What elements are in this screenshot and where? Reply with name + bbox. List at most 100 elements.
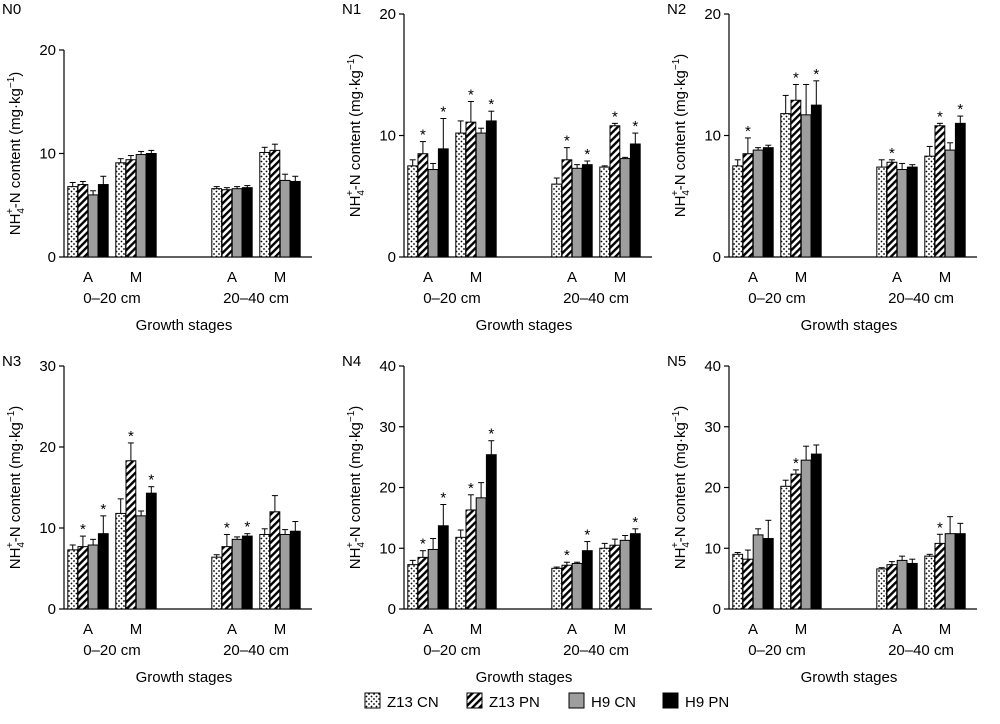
bar <box>561 159 573 258</box>
y-tick-label: 10 <box>379 540 396 557</box>
y-axis-label-part: + <box>670 190 681 196</box>
y-axis-label-part: ) <box>672 406 689 411</box>
bar <box>211 556 223 610</box>
bar <box>896 559 908 610</box>
y-tick-label: 10 <box>379 128 396 145</box>
y-axis-label-part: ) <box>347 406 364 411</box>
y-tick-label: 20 <box>39 42 56 59</box>
y-tick-label: 10 <box>704 128 721 145</box>
significance-star: * <box>564 547 570 564</box>
y-tick-label: 30 <box>379 419 396 436</box>
chart-panel: N0 0 10 20 NH4+-N content (mg·kg−1) A M A M 0–20 … <box>2 1 312 334</box>
y-axis-label-part: ) <box>7 406 24 411</box>
x-group-label: 20–40 cm <box>223 290 289 307</box>
bar <box>752 149 764 258</box>
y-axis-label: NH4+-N content (mg·kg−1) <box>5 72 27 236</box>
bar <box>810 453 822 610</box>
bar <box>77 184 89 258</box>
y-tick-label: 10 <box>39 146 56 163</box>
y-tick-label: 20 <box>39 439 56 456</box>
legend: Z13 CN Z13 PN H9 CN H9 PN <box>364 692 729 711</box>
x-category-label: M <box>470 621 483 638</box>
bar <box>790 99 802 258</box>
y-axis-label: NH4+-N content (mg·kg−1) <box>5 406 27 570</box>
bar <box>581 164 593 258</box>
bar <box>780 485 792 610</box>
y-axis-label-part: −1 <box>671 410 682 422</box>
y-axis-label-part: ) <box>347 54 364 59</box>
bar <box>67 549 79 610</box>
y-axis-label-part: -N content (mg·kg <box>672 422 689 542</box>
x-axis-label: Growth stages <box>136 669 233 686</box>
bar <box>289 180 301 258</box>
panel-title: N3 <box>2 353 21 370</box>
significance-star: * <box>957 101 963 118</box>
bar <box>609 125 621 258</box>
y-tick-label: 20 <box>379 6 396 23</box>
significance-star: * <box>612 108 618 125</box>
x-category-label: A <box>423 269 433 286</box>
bar <box>886 161 898 258</box>
y-tick-label: 0 <box>48 601 56 618</box>
bar <box>800 459 812 610</box>
y-tick-label: 0 <box>713 249 721 266</box>
y-axis-label: NH4+-N content (mg·kg−1) <box>670 406 692 570</box>
bar <box>906 166 918 258</box>
y-axis-label-part: 4 <box>681 190 692 196</box>
bar <box>125 460 137 610</box>
y-axis-label-part: 4 <box>16 208 27 214</box>
legend-swatch-z13-pn <box>466 692 483 709</box>
bar <box>437 148 449 258</box>
legend-item: Z13 CN <box>364 692 439 711</box>
x-category-label: A <box>567 621 577 638</box>
y-tick-label: 20 <box>704 480 721 497</box>
y-axis-label: NH4+-N content (mg·kg−1) <box>345 54 367 218</box>
bar <box>407 165 419 258</box>
bar <box>780 113 792 258</box>
x-axis-label: Growth stages <box>801 669 898 686</box>
bar <box>115 512 127 610</box>
x-category-label: A <box>423 621 433 638</box>
x-axis-label: Growth stages <box>476 317 573 334</box>
y-axis-label-part: + <box>5 542 16 548</box>
bar <box>886 564 898 610</box>
y-axis-label-part: ) <box>7 72 24 77</box>
y-axis-label: NH4+-N content (mg·kg−1) <box>345 406 367 570</box>
significance-star: * <box>632 514 638 531</box>
bar <box>135 154 147 258</box>
significance-star: * <box>564 133 570 150</box>
legend-item: Z13 PN <box>466 692 540 711</box>
bar <box>762 147 774 258</box>
chart-panel: N1 0 10 20 NH4+-N content (mg·kg−1) * * * * * * * * A… <box>342 1 652 334</box>
y-axis-label-part: −1 <box>346 410 357 422</box>
significance-star: * <box>793 455 799 472</box>
significance-star: * <box>632 118 638 135</box>
bar <box>475 132 487 258</box>
bar <box>571 167 583 258</box>
y-axis-label-part: 4 <box>16 542 27 548</box>
bar <box>629 533 641 610</box>
bar <box>427 548 439 610</box>
y-tick-label: 30 <box>39 358 56 375</box>
bar <box>269 149 281 258</box>
y-axis-label-part: -N content (mg·kg <box>7 422 24 542</box>
bar <box>87 194 99 258</box>
x-axis-label: Growth stages <box>801 317 898 334</box>
y-axis-label-part: + <box>5 208 16 214</box>
significance-star: * <box>148 472 154 489</box>
y-axis-label-part: NH <box>672 548 689 570</box>
y-axis-label-part: −1 <box>346 58 357 70</box>
bar <box>289 530 301 610</box>
bar <box>954 533 966 610</box>
x-group-label: 20–40 cm <box>888 290 954 307</box>
y-axis-label-part: −1 <box>671 58 682 70</box>
significance-star: * <box>937 519 943 536</box>
x-category-label: A <box>83 621 93 638</box>
chart-panel: N5 0 10 20 30 40 NH4+-N content (mg·kg−1) * * A M A… <box>667 353 977 686</box>
y-tick-label: 0 <box>388 601 396 618</box>
significance-star: * <box>244 519 250 536</box>
x-category-label: M <box>614 269 627 286</box>
x-axis-label: Growth stages <box>136 317 233 334</box>
legend-item: H9 CN <box>568 692 636 711</box>
bar <box>211 188 223 258</box>
